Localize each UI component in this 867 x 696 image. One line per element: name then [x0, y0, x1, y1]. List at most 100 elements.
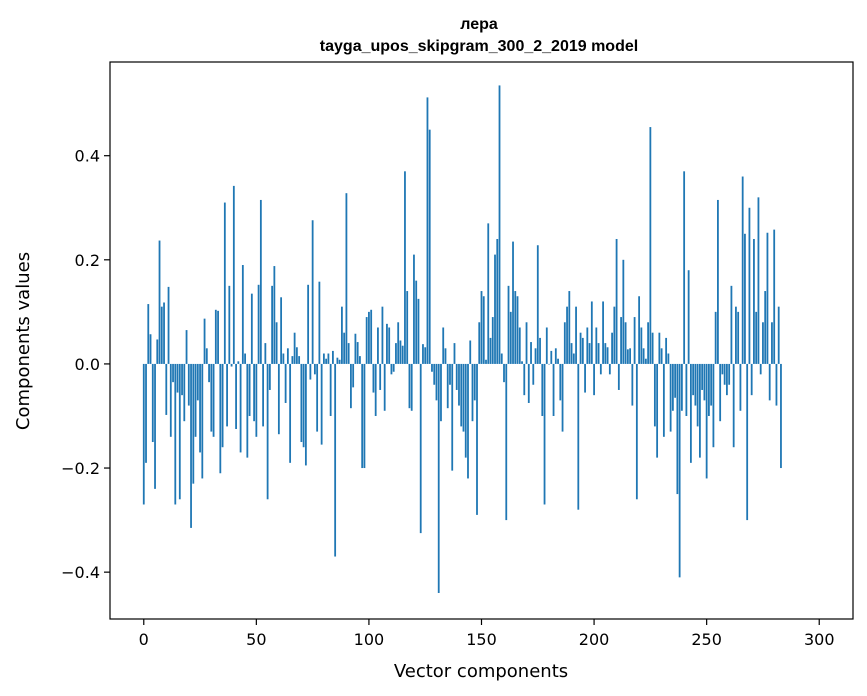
bar-component-214 — [624, 322, 627, 364]
bar-component-145 — [469, 340, 472, 364]
bar-component-136 — [449, 363, 451, 385]
bar-component-266 — [741, 176, 744, 364]
bar-component-190 — [570, 343, 573, 364]
bar-component-16 — [178, 363, 181, 500]
bar-component-159 — [500, 353, 503, 364]
bar-component-169 — [523, 363, 526, 396]
bar-component-187 — [563, 322, 566, 364]
bar-component-84 — [332, 350, 334, 364]
bar-component-269 — [748, 207, 751, 364]
bar-component-248 — [701, 363, 704, 390]
bar-component-158 — [498, 85, 501, 364]
bar-component-211 — [617, 363, 620, 390]
bar-component-10 — [165, 363, 168, 415]
bar-component-282 — [777, 306, 780, 364]
bar-component-236 — [674, 363, 677, 398]
bar-component-67 — [293, 332, 296, 364]
bar-component-104 — [377, 327, 379, 364]
bar-component-209 — [613, 306, 616, 364]
bar-component-175 — [536, 245, 539, 364]
bar-component-34 — [219, 363, 222, 474]
bar-component-47 — [248, 363, 251, 416]
bar-component-257 — [721, 363, 724, 375]
bar-component-9 — [163, 302, 165, 364]
y-axis-ticks: −0.4 −0.2 0.0 0.2 0.4 — [61, 147, 110, 582]
bar-component-49 — [253, 363, 255, 422]
bar-component-168 — [521, 361, 523, 364]
bar-component-139 — [455, 363, 458, 390]
bar-component-59 — [275, 322, 278, 364]
bar-component-64 — [286, 348, 289, 364]
bar-component-72 — [304, 363, 307, 466]
bar-component-65 — [289, 363, 292, 463]
bar-component-132 — [440, 363, 442, 422]
bar-component-92 — [350, 363, 352, 409]
x-tick-label: 50 — [246, 630, 266, 649]
bar-component-192 — [575, 306, 577, 364]
bar-component-160 — [503, 363, 505, 383]
bar-component-1 — [145, 363, 147, 463]
bar-component-58 — [273, 266, 276, 364]
bar-component-263 — [735, 306, 737, 364]
bar-component-276 — [764, 291, 767, 364]
y-tick-label: −0.2 — [61, 459, 100, 478]
bar-component-39 — [230, 363, 233, 367]
x-tick-label: 150 — [466, 630, 497, 649]
bar-component-7 — [158, 240, 161, 364]
x-axis-ticks: 0 50 100 150 200 250 300 — [139, 619, 835, 649]
bar-component-260 — [728, 363, 731, 385]
bar-component-13 — [172, 363, 174, 383]
bar-component-161 — [505, 363, 508, 521]
bar-component-156 — [494, 254, 496, 364]
x-tick-label: 300 — [804, 630, 835, 649]
bar-component-249 — [703, 363, 706, 401]
bar-component-109 — [388, 327, 391, 364]
bar-component-103 — [374, 363, 377, 416]
bar-component-130 — [435, 363, 438, 401]
bar-component-114 — [399, 340, 402, 364]
x-tick-label: 100 — [354, 630, 385, 649]
bar-component-77 — [316, 363, 319, 432]
bar-component-107 — [383, 363, 386, 411]
bar-component-18 — [183, 363, 186, 422]
bar-component-128 — [431, 363, 433, 372]
bar-component-126 — [426, 97, 429, 364]
bar-component-56 — [268, 363, 271, 390]
bar-component-87 — [338, 359, 341, 364]
bar-component-166 — [516, 296, 519, 364]
bar-component-239 — [680, 363, 683, 411]
bar-component-89 — [343, 332, 346, 364]
bar-component-273 — [757, 197, 760, 364]
bar-component-272 — [755, 311, 758, 364]
bar-component-2 — [147, 304, 150, 364]
y-axis-label: Components values — [13, 252, 34, 430]
bar-component-96 — [359, 356, 361, 364]
bar-component-82 — [327, 353, 330, 364]
bar-component-88 — [341, 306, 343, 364]
bar-component-6 — [156, 339, 159, 364]
bar-component-44 — [241, 265, 244, 364]
bar-component-200 — [593, 363, 595, 396]
bar-component-210 — [615, 238, 618, 364]
bar-component-261 — [730, 285, 733, 364]
chart-title: лера — [460, 16, 498, 33]
bar-component-226 — [651, 332, 654, 364]
bar-component-91 — [347, 343, 350, 364]
bar-component-171 — [527, 363, 530, 403]
bar-component-251 — [708, 363, 710, 416]
bar-component-3 — [149, 334, 152, 364]
bar-component-221 — [640, 327, 643, 364]
bar-component-95 — [356, 342, 359, 364]
bar-component-101 — [370, 309, 373, 364]
bar-component-43 — [239, 363, 242, 453]
bar-component-196 — [584, 363, 586, 393]
bar-component-163 — [509, 311, 512, 364]
bar-component-224 — [647, 322, 650, 364]
bar-component-106 — [381, 306, 384, 364]
bar-component-63 — [284, 363, 287, 403]
bar-component-271 — [753, 238, 755, 364]
bar-component-181 — [550, 350, 553, 364]
bar-component-180 — [548, 363, 550, 365]
